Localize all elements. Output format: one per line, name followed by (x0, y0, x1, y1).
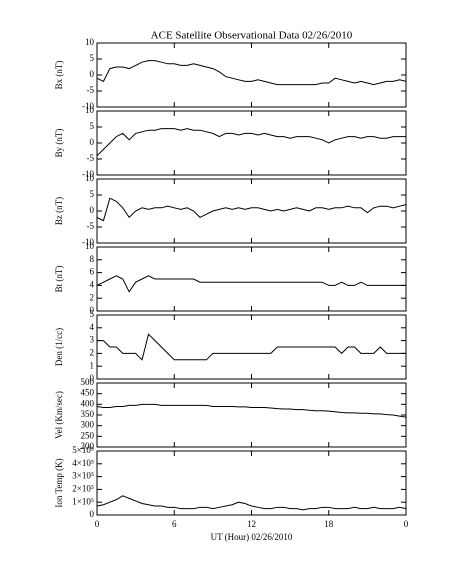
y-tick-label: 0 (90, 137, 95, 147)
data-line (97, 333, 406, 361)
panel-frame (96, 42, 407, 108)
y-axis-label: Bz (nT) (54, 197, 64, 225)
x-tick-label: 6 (172, 519, 177, 529)
y-tick-label: 5 (90, 53, 95, 63)
y-tick-label: 6 (90, 267, 95, 277)
y-tick-label: 10 (85, 241, 95, 251)
y-tick-label: 5 (90, 309, 95, 319)
y-tick-label: 350 (81, 409, 95, 419)
y-tick-label: 0 (90, 205, 95, 215)
chart-title: ACE Satellite Observational Data 02/26/2… (151, 30, 353, 42)
panel-frame (96, 314, 407, 380)
y-tick-label: 300 (81, 420, 95, 430)
y-tick-label: 3×10⁵ (72, 471, 94, 481)
y-tick-label: 10 (85, 37, 95, 47)
y-axis-label: Den (1/cc) (54, 328, 64, 366)
x-axis-label: UT (Hour) 02/26/2010 (211, 532, 293, 542)
y-tick-label: 2×10⁵ (72, 483, 94, 493)
data-line (96, 495, 407, 511)
y-tick-label: -5 (87, 85, 95, 95)
y-tick-label: 4 (90, 322, 95, 332)
x-tick-label: 12 (247, 519, 256, 529)
y-tick-label: 1×10⁵ (72, 496, 94, 506)
y-tick-label: 0 (90, 69, 95, 79)
y-tick-label: 5×10⁵ (72, 445, 94, 455)
y-tick-label: 1 (90, 360, 95, 370)
data-line (96, 197, 407, 222)
y-tick-label: 5 (90, 121, 95, 131)
y-tick-label: 4 (90, 279, 95, 289)
y-tick-label: 4×10⁵ (72, 458, 94, 468)
panel-frame (96, 110, 407, 176)
y-axis-label: Ion Temp (K) (54, 458, 64, 507)
y-tick-label: 10 (85, 105, 95, 115)
data-line (96, 275, 406, 293)
panel-frame (96, 178, 407, 244)
y-axis-label: By (nT) (54, 129, 64, 158)
y-axis-label: Vel (Km/sec) (54, 391, 64, 439)
y-tick-label: 5 (90, 189, 95, 199)
y-axis-label: Bx (nT) (54, 61, 64, 90)
y-tick-label: -10 (82, 169, 94, 179)
panel-frame (96, 450, 407, 516)
panel-frame (96, 382, 407, 448)
y-tick-label: 200 (81, 441, 95, 451)
data-line (96, 60, 407, 86)
y-tick-label: 500 (81, 377, 95, 387)
y-tick-label: 400 (81, 398, 95, 408)
y-tick-label: 0 (90, 305, 95, 315)
y-tick-label: 250 (81, 430, 95, 440)
data-line (96, 403, 407, 418)
y-tick-label: 2 (90, 347, 95, 357)
y-tick-label: -5 (87, 153, 95, 163)
y-tick-label: 2 (90, 292, 95, 302)
y-tick-label: -5 (87, 221, 95, 231)
y-tick-label: -10 (82, 101, 94, 111)
y-axis-label: Bt (nT) (54, 266, 64, 293)
x-tick-label: 18 (324, 519, 334, 529)
y-tick-label: 0 (90, 373, 95, 383)
panel-frame (96, 246, 407, 312)
y-tick-label: 450 (81, 388, 95, 398)
x-tick-label: 0 (404, 519, 409, 529)
y-tick-label: 10 (85, 173, 95, 183)
y-tick-label: 8 (90, 254, 95, 264)
y-tick-label: 3 (90, 335, 95, 345)
data-line (96, 128, 406, 157)
y-tick-label: 0 (90, 509, 95, 519)
y-tick-label: -10 (82, 237, 94, 247)
x-tick-label: 0 (95, 519, 100, 529)
